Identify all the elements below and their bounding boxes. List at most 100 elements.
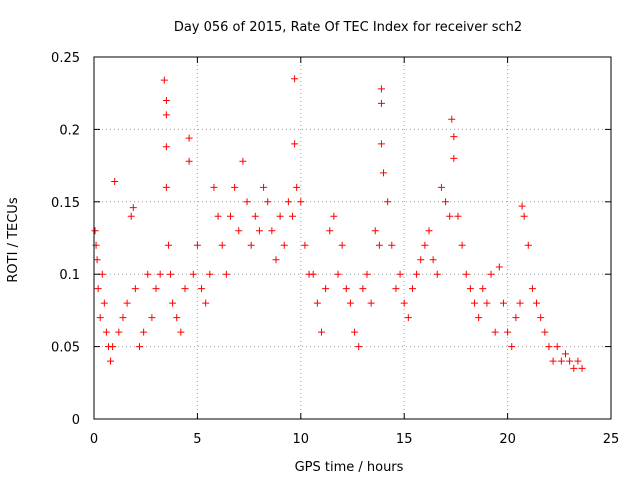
roti-data-point [313,299,321,307]
roti-data-point [377,99,385,107]
roti-data-point [545,343,553,351]
roti-data-point [115,328,123,336]
roti-data-point [533,299,541,307]
roti-data-point [144,270,152,278]
roti-data-point [129,204,137,212]
roti-data-point [131,285,139,293]
roti-data-point [450,133,458,141]
roti-data-point [425,227,433,235]
chart-title: Day 056 of 2015, Rate Of TEC Index for r… [174,20,522,35]
roti-data-point [260,183,268,191]
roti-data-point [367,299,375,307]
roti-data-point [297,198,305,206]
roti-data-point [210,183,218,191]
axis-ticks: 0 5 10 15 20 25 0 0.05 0.1 0.15 0.2 0.25 [51,51,619,447]
roti-data-point [268,227,276,235]
roti-data-point [574,357,582,365]
roti-data-point [520,212,528,220]
roti-data-point [243,198,251,206]
roti-data-point [375,241,383,249]
roti-data-point [342,285,350,293]
x-tick-label: 15 [396,432,413,447]
roti-data-point [198,285,206,293]
x-tick-label: 25 [603,432,620,447]
roti-data-point [413,270,421,278]
roti-data-point [417,256,425,264]
roti-data-point [162,183,170,191]
roti-data-point [127,212,135,220]
roti-data-point [226,212,234,220]
roti-data-point [338,241,346,249]
roti-data-point [475,314,483,322]
roti-data-point [135,343,143,351]
roti-data-point [173,314,181,322]
roti-data-point [148,314,156,322]
roti-data-point [107,357,115,365]
roti-data-point [291,140,299,148]
roti-data-point [553,343,561,351]
y-tick-label: 0 [72,413,80,428]
roti-data-point [111,178,119,186]
y-tick-label: 0.15 [51,196,80,211]
roti-data-point [334,270,342,278]
roti-data-point [363,270,371,278]
roti-data-point [309,270,317,278]
roti-data-point [557,357,565,365]
roti-data-point [272,256,280,264]
y-tick-label: 0.1 [59,268,80,283]
roti-data-point [396,270,404,278]
roti-data-point [109,343,117,351]
roti-data-point [377,85,385,93]
roti-data-point [289,212,297,220]
roti-data-point [326,227,334,235]
roti-data-point [448,115,456,123]
roti-data-point [93,256,101,264]
roti-data-point [140,328,148,336]
roti-data-point [231,183,239,191]
roti-data-point [429,256,437,264]
x-tick-label: 0 [90,432,98,447]
roti-data-point [156,270,164,278]
roti-data-point [251,212,259,220]
roti-data-point [562,350,570,358]
roti-data-point [450,154,458,162]
roti-data-point [454,212,462,220]
roti-data-point [404,314,412,322]
roti-data-point [466,285,474,293]
roti-data-point [458,241,466,249]
roti-data-point [276,212,284,220]
roti-data-point [123,299,131,307]
roti-data-point [351,328,359,336]
roti-data-point [235,227,243,235]
grid-lines [94,57,611,419]
roti-data-point [164,241,172,249]
roti-data-point [162,111,170,119]
roti-data-point [202,299,210,307]
roti-data-point [247,241,255,249]
roti-data-point [433,270,441,278]
roti-data-point [384,198,392,206]
roti-data-point [284,198,292,206]
roti-data-point [541,328,549,336]
roti-data-point [291,75,299,83]
roti-data-point [189,270,197,278]
roti-data-point [516,299,524,307]
roti-data-point [462,270,470,278]
roti-data-point [508,343,516,351]
roti-data-point [94,285,102,293]
roti-data-point [570,364,578,372]
roti-data-point [537,314,545,322]
roti-data-point [371,227,379,235]
roti-data-point [119,314,127,322]
roti-data-point [487,270,495,278]
y-tick-label: 0.05 [51,341,80,356]
roti-data-point [483,299,491,307]
roti-data-point [96,314,104,322]
roti-data-point [185,134,193,142]
roti-data-point [479,285,487,293]
x-axis-label: GPS time / hours [295,460,404,475]
roti-data-point [185,157,193,165]
roti-data-point [222,270,230,278]
roti-data-point [446,212,454,220]
